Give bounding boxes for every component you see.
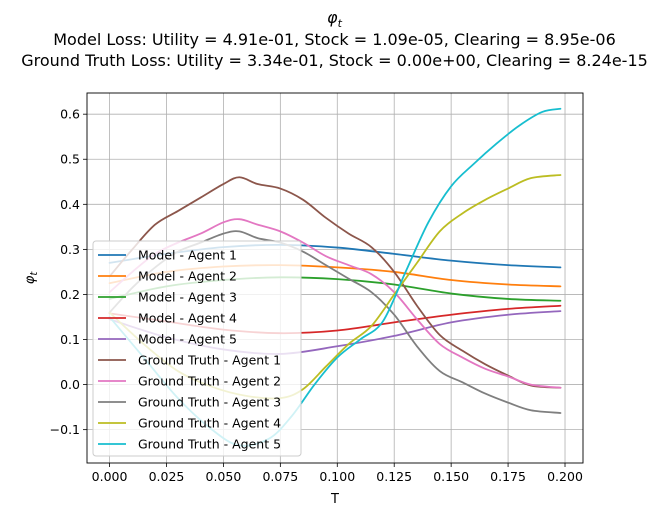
y-tick-label: 0.3 <box>60 242 80 257</box>
x-tick-label: 0.175 <box>490 469 526 484</box>
series-line-ground-truth-agent-1 <box>108 176 562 389</box>
x-tick-label: 0.200 <box>547 469 583 484</box>
y-tick-label: 0.4 <box>60 197 80 212</box>
legend-label-model-agent-2: Model - Agent 2 <box>138 269 237 284</box>
x-tick-label: 0.100 <box>319 469 355 484</box>
y-tick-label: 0.0 <box>60 377 80 392</box>
y-axis-label-symbol: φ <box>23 275 38 284</box>
y-axis-label-subscript: t <box>29 271 40 276</box>
legend-label-model-agent-1: Model - Agent 1 <box>138 248 237 263</box>
legend-label-ground-truth-agent-2: Ground Truth - Agent 2 <box>138 374 281 389</box>
y-tick-label: 0.1 <box>60 332 80 347</box>
legend-items: Model - Agent 1 Model - Agent 2 Model - Ag… <box>98 248 281 452</box>
x-tick-label: 0.125 <box>376 469 412 484</box>
x-tick-label: 0.075 <box>262 469 298 484</box>
x-tick-label: 0.150 <box>433 469 469 484</box>
y-axis: −0.1 0.0 0.1 0.2 0.3 0.4 0.5 0.6 <box>50 107 87 437</box>
legend-box <box>92 240 302 457</box>
plot-frame <box>86 92 584 464</box>
chart-title-phi: φ <box>327 8 338 27</box>
y-tick-label: −0.1 <box>50 422 80 437</box>
legend-label-ground-truth-agent-4: Ground Truth - Agent 4 <box>138 416 281 431</box>
y-tick-label: 0.5 <box>60 152 80 167</box>
legend-label-ground-truth-agent-5: Ground Truth - Agent 5 <box>138 437 281 452</box>
x-tick-label: 0.025 <box>149 469 185 484</box>
legend-label-model-agent-5: Model - Agent 5 <box>138 332 237 347</box>
y-tick-label: 0.6 <box>60 107 80 122</box>
y-axis-label: φt <box>23 271 40 285</box>
chart-title-line-2: Model Loss: Utility = 4.91e-01, Stock = … <box>53 30 616 49</box>
x-tick-label: 0.050 <box>206 469 242 484</box>
legend-label-model-agent-4: Model - Agent 4 <box>138 311 237 326</box>
legend-label-model-agent-3: Model - Agent 3 <box>138 290 237 305</box>
grid-lines <box>87 93 583 463</box>
y-tick-label: 0.2 <box>60 287 80 302</box>
chart-title-line-3: Ground Truth Loss: Utility = 3.34e-01, S… <box>21 51 648 70</box>
x-axis: 0.000 0.025 0.050 0.075 0.100 0.125 0.150 0.175… <box>92 463 583 484</box>
chart-title-symbol: φt <box>327 8 343 30</box>
legend-label-ground-truth-agent-1: Ground Truth - Agent 1 <box>138 353 281 368</box>
legend-label-ground-truth-agent-3: Ground Truth - Agent 3 <box>138 395 281 410</box>
x-tick-label: 0.000 <box>92 469 128 484</box>
series-line-ground-truth-agent-2 <box>108 218 562 389</box>
x-axis-label: T <box>330 492 339 507</box>
legend: Model - Agent 1 Model - Agent 2 Model - Ag… <box>92 240 302 457</box>
chart-title: φt Model Loss: Utility = 4.91e-01, Stock… <box>21 8 648 70</box>
chart-title-subscript: t <box>338 17 343 30</box>
